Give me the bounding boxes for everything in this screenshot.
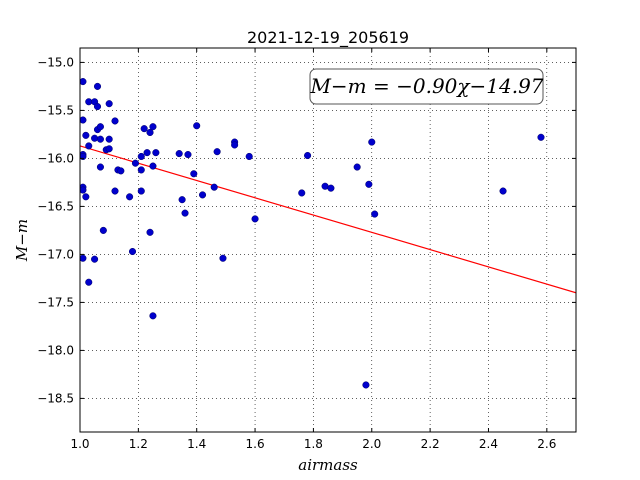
data-point <box>80 78 87 86</box>
x-tick-label: 1.2 <box>129 437 148 451</box>
data-point <box>105 100 113 108</box>
data-point <box>80 116 87 124</box>
data-point <box>368 138 376 146</box>
data-point <box>327 184 335 192</box>
x-tick-label: 1.4 <box>187 437 206 451</box>
y-tick-label: −18.5 <box>37 391 74 405</box>
data-point <box>245 152 253 161</box>
data-point <box>137 166 145 174</box>
data-point <box>231 141 239 149</box>
data-point <box>111 187 119 195</box>
data-point <box>143 149 151 157</box>
data-point <box>146 128 154 137</box>
data-point <box>137 187 145 195</box>
y-tick-label: −16.5 <box>37 199 74 213</box>
data-point <box>298 189 306 197</box>
y-tick-label: −15.5 <box>37 103 74 117</box>
data-point <box>93 103 102 111</box>
data-point <box>499 187 507 195</box>
y-tick-label: −16.0 <box>37 151 74 165</box>
data-point <box>353 163 361 171</box>
data-point <box>82 131 90 139</box>
data-point <box>149 312 157 320</box>
x-tick-label: 1.8 <box>304 437 323 451</box>
data-point <box>146 228 154 236</box>
data-point <box>96 123 104 131</box>
x-tick-label: 2.4 <box>479 437 498 451</box>
x-tick-label: 1.6 <box>246 437 265 451</box>
x-axis-label: airmass <box>298 456 358 474</box>
data-point <box>140 125 148 133</box>
data-point <box>85 278 93 286</box>
data-point <box>362 381 370 389</box>
data-point <box>251 215 259 223</box>
data-point <box>371 210 379 218</box>
x-tick-label: 2.6 <box>537 437 556 451</box>
data-point <box>96 135 104 143</box>
data-point <box>190 170 198 178</box>
data-point <box>184 151 192 159</box>
data-point <box>149 162 157 170</box>
data-point <box>181 209 189 217</box>
data-point <box>105 145 113 153</box>
data-point <box>137 152 145 161</box>
axes-frame <box>79 47 577 433</box>
chart-title: 2021-12-19_205619 <box>247 28 409 48</box>
x-tick-label: 1.0 <box>70 437 89 451</box>
y-tick-label: −15.0 <box>37 55 74 69</box>
data-point <box>219 254 227 262</box>
data-point <box>365 180 373 188</box>
data-point <box>152 149 160 157</box>
fit-line <box>80 145 576 294</box>
data-point <box>111 117 119 125</box>
y-axis-label: M−m <box>13 219 31 262</box>
data-point <box>91 134 99 142</box>
data-point <box>128 247 137 256</box>
data-point <box>131 159 139 167</box>
fit-equation-annotation: M−m = −0.90χ−14.97 <box>309 74 543 98</box>
x-tick-label: 2.0 <box>362 437 381 451</box>
data-point <box>117 167 125 175</box>
data-point <box>304 151 312 160</box>
data-point <box>149 123 157 131</box>
data-point <box>99 226 107 234</box>
x-tick-label: 2.2 <box>421 437 440 451</box>
data-point <box>93 82 102 90</box>
data-point <box>82 193 90 201</box>
data-point <box>80 254 87 262</box>
annotation-box <box>309 68 544 105</box>
y-tick-label: −18.0 <box>37 343 74 357</box>
data-point <box>213 148 221 156</box>
plot-area: 1.0 1.2 1.4 1.6 1.8 2.0 2.2 2.4 2.6 −15.0 −15.5 −16… <box>37 47 577 451</box>
data-point <box>175 150 183 158</box>
data-point <box>126 193 134 201</box>
data-point <box>537 133 545 141</box>
y-tick-label: −17.0 <box>37 247 74 261</box>
data-point <box>96 163 104 171</box>
data-point <box>91 255 99 263</box>
data-point <box>80 186 87 194</box>
data-point <box>193 122 201 130</box>
data-point <box>198 191 207 199</box>
y-tick-label: −17.5 <box>37 295 74 309</box>
data-point <box>105 135 113 143</box>
data-point <box>178 196 186 204</box>
data-point <box>210 183 218 191</box>
data-point <box>85 142 93 150</box>
